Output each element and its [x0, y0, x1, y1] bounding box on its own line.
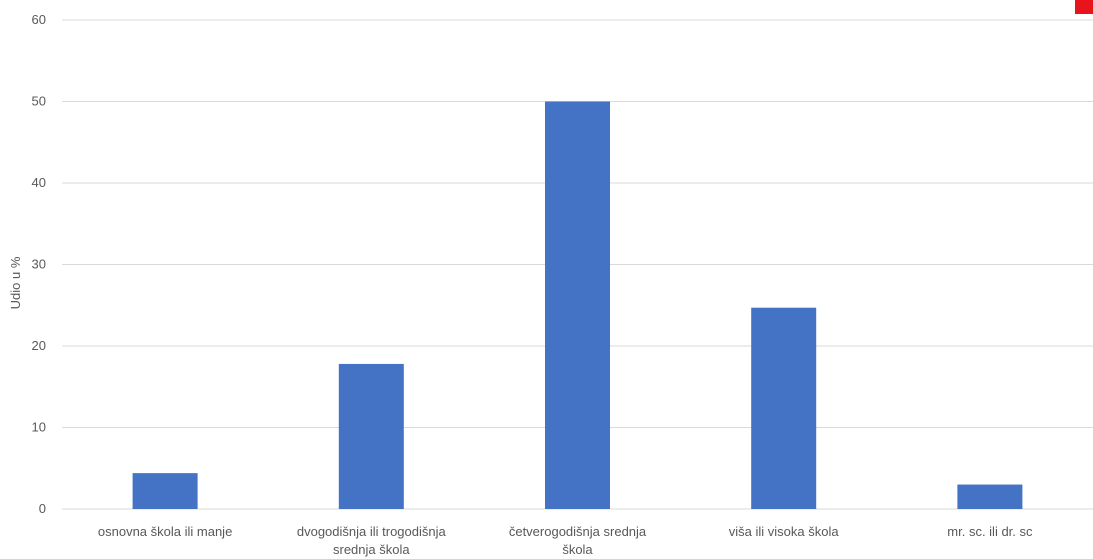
bar [751, 307, 817, 509]
x-axis-labels: osnovna škola ili manje dvogodišnja ili t… [98, 524, 1033, 557]
x-tick-label: osnovna škola ili manje [98, 524, 232, 539]
x-tick-label: srednja škola [333, 542, 410, 557]
bar [957, 484, 1023, 509]
bar [338, 363, 404, 509]
x-tick-label: mr. sc. ili dr. sc [947, 524, 1033, 539]
y-tick-label: 10 [32, 420, 46, 435]
y-axis-ticks: 0 10 20 30 40 50 60 [32, 12, 46, 516]
bar [545, 101, 610, 509]
y-tick-label: 60 [32, 12, 46, 27]
x-tick-label: četverogodišnja srednja [509, 524, 647, 539]
y-tick-label: 50 [32, 94, 46, 109]
x-tick-label: viša ili visoka škola [729, 524, 840, 539]
x-tick-label: dvogodišnja ili trogodišnja [297, 524, 447, 539]
bar [132, 473, 198, 509]
bars [132, 101, 1023, 509]
corner-marker [1075, 0, 1093, 14]
y-axis-label: Udio u % [8, 256, 23, 309]
y-tick-label: 0 [39, 501, 46, 516]
y-tick-label: 40 [32, 175, 46, 190]
y-tick-label: 30 [32, 257, 46, 272]
y-tick-label: 20 [32, 338, 46, 353]
x-tick-label: škola [562, 542, 593, 557]
